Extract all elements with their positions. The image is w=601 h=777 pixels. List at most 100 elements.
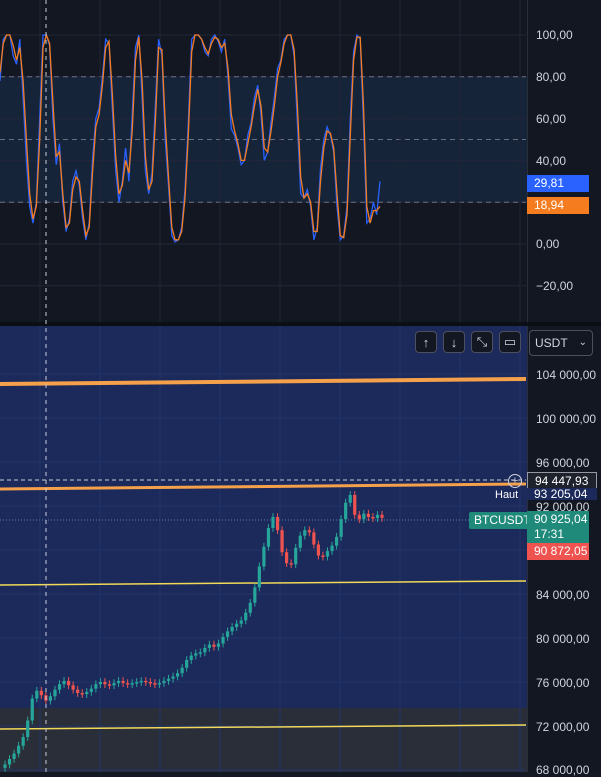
candle-body xyxy=(275,517,280,531)
scroll-up-button[interactable]: ↑ xyxy=(415,331,437,353)
candle-body xyxy=(357,514,361,520)
currency-label: USDT xyxy=(535,336,568,350)
candle-body xyxy=(248,602,252,613)
candle-body xyxy=(230,627,234,632)
candle-body xyxy=(280,530,284,553)
candle-body xyxy=(21,737,25,746)
candle-body xyxy=(89,688,93,692)
candle-body xyxy=(348,495,352,503)
candle-body xyxy=(139,680,143,683)
candle-body xyxy=(103,682,107,685)
candle-body xyxy=(3,764,7,768)
price-tick: 100 000,00 xyxy=(536,412,597,426)
osc-tick: 60,00 xyxy=(536,112,567,126)
scroll-down-button[interactable]: ↓ xyxy=(443,331,465,353)
candle-body xyxy=(176,673,180,677)
candle-body xyxy=(212,644,216,647)
candle-body xyxy=(189,655,193,660)
candle-body xyxy=(66,680,71,686)
resistance-line xyxy=(0,377,527,386)
d-value-badge: 18,94 xyxy=(527,197,589,214)
candle-body xyxy=(371,517,375,519)
k-line xyxy=(0,33,381,243)
candle-body xyxy=(298,535,302,548)
candle-body xyxy=(253,587,257,603)
candle-body xyxy=(171,676,175,679)
orange-trend-line xyxy=(0,482,527,491)
candle-body xyxy=(121,680,125,684)
price-tick: 76 000,00 xyxy=(536,676,590,690)
candle-body xyxy=(12,753,16,759)
candle-body xyxy=(185,660,189,668)
osc-tick: −20,00 xyxy=(536,279,574,293)
candle-body xyxy=(94,684,98,689)
osc-tick: 0,00 xyxy=(536,237,560,251)
candle-body xyxy=(166,678,171,681)
candle-body xyxy=(48,696,53,701)
candle-body xyxy=(203,647,207,653)
price-lower-zone xyxy=(0,708,527,772)
candle-body xyxy=(289,563,293,565)
candle-body xyxy=(130,683,134,685)
candle-body xyxy=(198,652,202,654)
candle-body xyxy=(157,683,162,685)
candle-body xyxy=(375,514,380,519)
currency-select[interactable]: USDT ⌄ xyxy=(529,330,593,356)
price-tick: 72 000,00 xyxy=(536,720,590,734)
low-price-badge: 90 872,05 xyxy=(527,543,589,560)
price-tick: 96 000,00 xyxy=(536,456,590,470)
candle-body xyxy=(266,528,271,547)
chevron-down-icon: ⌄ xyxy=(578,337,587,348)
candle-body xyxy=(353,495,357,515)
symbol-label: BTCUSDT xyxy=(469,512,536,529)
candle-body xyxy=(98,682,102,685)
candle-body xyxy=(330,545,334,552)
candle-body xyxy=(271,517,275,528)
candle-body xyxy=(239,620,243,624)
countdown-timer: 17:31 xyxy=(534,527,565,541)
d-line xyxy=(0,32,381,241)
candle-body xyxy=(7,759,12,765)
yellow-lower-line xyxy=(0,724,527,730)
candle-body xyxy=(316,544,321,556)
collapse-pane-button[interactable]: ⤡ xyxy=(471,331,493,353)
candle-body xyxy=(71,685,75,690)
candle-body xyxy=(17,745,21,754)
high-label: Haut xyxy=(495,489,519,501)
candle-body xyxy=(194,653,198,656)
last-price-badge: 90 925,04 17:31 xyxy=(527,511,589,543)
candle-body xyxy=(362,513,366,520)
add-alert-icon[interactable]: + xyxy=(508,474,522,488)
candle-body xyxy=(380,514,384,518)
candle-body xyxy=(26,720,30,737)
candle-body xyxy=(221,636,225,644)
candle-body xyxy=(262,546,266,567)
candle-body xyxy=(366,513,370,517)
candle-body xyxy=(80,693,84,695)
candle-body xyxy=(325,551,330,557)
candle-body xyxy=(180,667,184,674)
oscillator-axis[interactable] xyxy=(527,0,601,322)
yellow-support-line xyxy=(0,580,527,586)
maximize-pane-button[interactable]: ▭ xyxy=(499,331,521,353)
candle-body xyxy=(135,682,139,684)
candle-body xyxy=(153,683,157,685)
candle-body xyxy=(116,680,121,684)
candle-body xyxy=(53,689,57,697)
candle-body xyxy=(112,683,116,686)
candle-body xyxy=(126,683,130,685)
candle-body xyxy=(307,530,311,533)
candle-body xyxy=(244,612,248,621)
high-value-badge: 93 205,04 xyxy=(527,488,597,500)
candle-body xyxy=(39,690,43,696)
candle-body xyxy=(85,691,89,695)
candle-body xyxy=(303,530,307,536)
price-tick: 104 000,00 xyxy=(536,368,597,382)
price-tick: 68 000,00 xyxy=(536,763,590,777)
candle-body xyxy=(225,631,230,637)
candle-body xyxy=(216,643,221,647)
pane-separator[interactable] xyxy=(0,322,601,326)
last-price-value: 90 925,04 xyxy=(534,512,588,526)
candle-body xyxy=(162,680,166,684)
